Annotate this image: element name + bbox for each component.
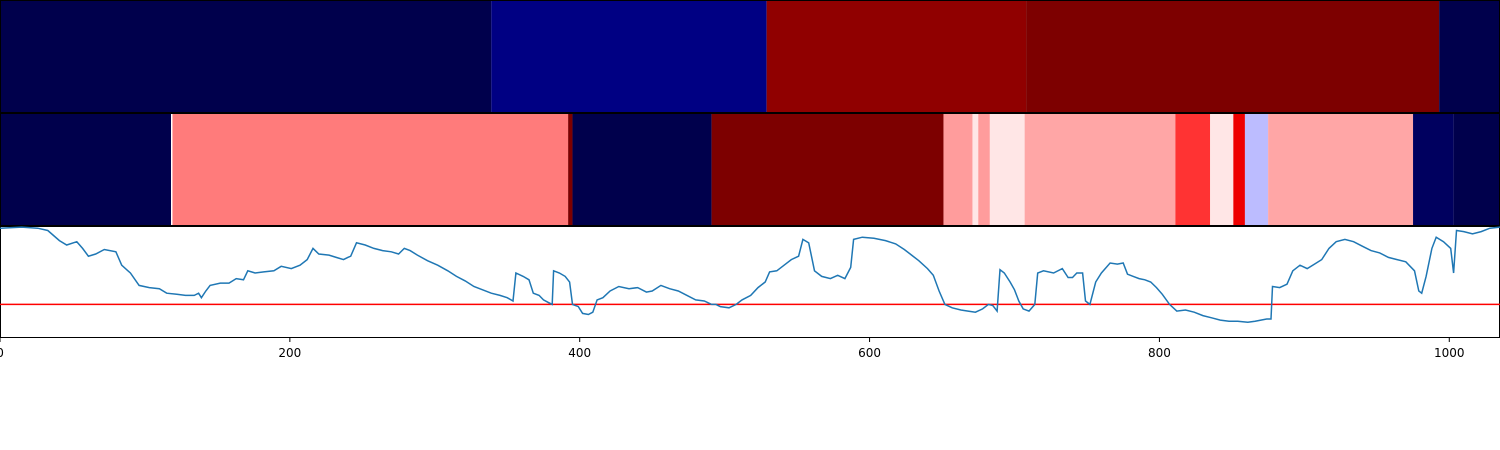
- heatmap-cell-0-3: [1026, 0, 1440, 113]
- heatmap-cell-0-1: [491, 0, 767, 113]
- heatmap-row-middle: [0, 113, 1500, 226]
- x-tick-label-4: 800: [1148, 346, 1171, 360]
- x-tick-label-1: 200: [278, 346, 301, 360]
- heatmap-cell-1-0: [0, 113, 172, 226]
- heatmap-cell-1-9: [989, 113, 1025, 226]
- heatmap-row-top: [0, 0, 1500, 113]
- heatmap-cell-1-14: [1244, 113, 1269, 226]
- heatmap-cell-0-2: [766, 0, 1027, 113]
- x-axis: 0 200 400 600 800 1000: [0, 338, 1465, 360]
- x-tick-label-3: 600: [858, 346, 881, 360]
- heatmap-cell-1-5: [711, 113, 944, 226]
- line-panel: [0, 226, 1500, 338]
- heatmap-cell-1-7: [972, 113, 979, 226]
- x-tick-label-0: 0: [0, 346, 4, 360]
- heatmap-cell-0-4: [1439, 0, 1500, 113]
- heatmap-cell-0-0: [0, 0, 492, 113]
- heatmap-cell-1-11: [1175, 113, 1211, 226]
- x-tick-label-2: 400: [568, 346, 591, 360]
- x-tick-label-5: 1000: [1434, 346, 1465, 360]
- heatmap-cell-1-15: [1268, 113, 1414, 226]
- heatmap-cell-1-8: [978, 113, 990, 226]
- heatmap-cell-1-2: [172, 113, 569, 226]
- series-line: [0, 226, 1500, 324]
- heatmap-cell-1-4: [572, 113, 712, 226]
- heatmap-cell-1-10: [1024, 113, 1176, 226]
- heatmap-cell-1-12: [1210, 113, 1234, 226]
- heatmap-cell-1-16: [1413, 113, 1454, 226]
- heatmap-cell-1-17: [1453, 113, 1500, 226]
- heatmap-cell-1-3: [568, 113, 573, 226]
- line-panel-frame: [0, 226, 1500, 338]
- heatmap-cell-1-1: [171, 113, 173, 226]
- heatmap-cell-1-6: [943, 113, 973, 226]
- heatmap-cell-1-13: [1233, 113, 1245, 226]
